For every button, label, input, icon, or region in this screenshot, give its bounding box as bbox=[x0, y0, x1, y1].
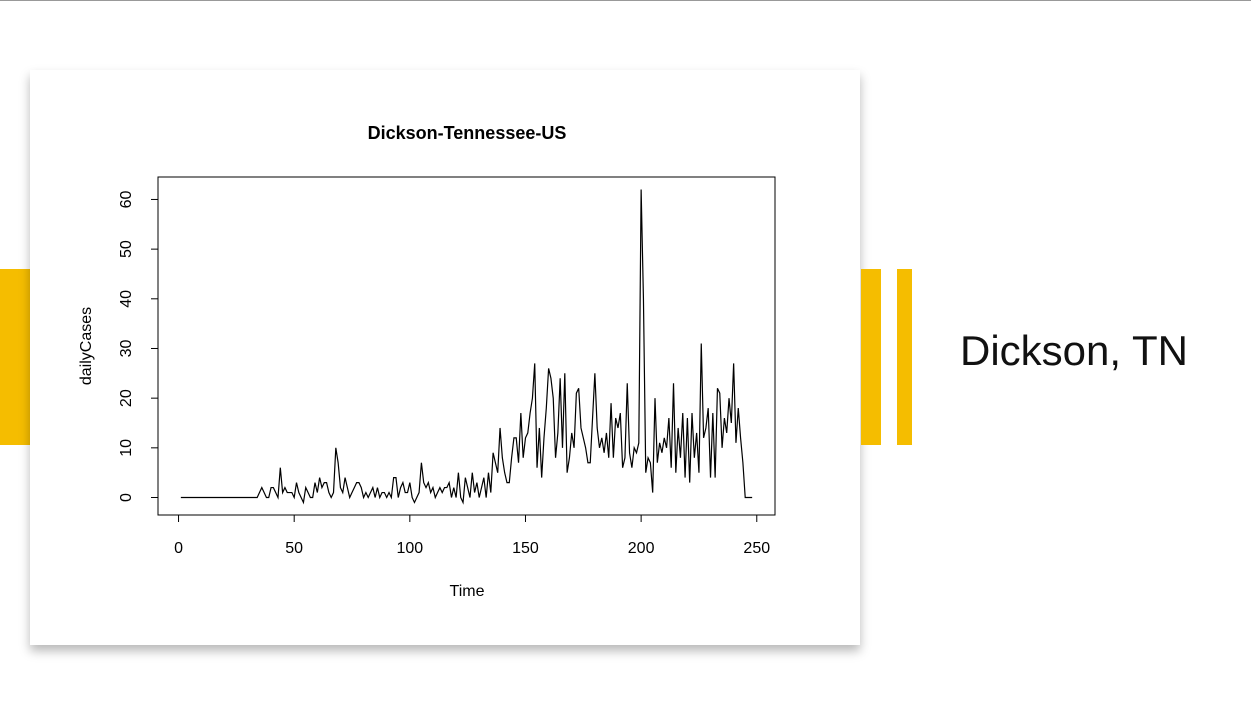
data-line bbox=[180, 189, 753, 505]
y-tick-label: 60 bbox=[118, 190, 135, 208]
x-tick-label: 150 bbox=[512, 540, 539, 557]
accent-bar bbox=[861, 269, 881, 445]
slide-title: Dickson, TN bbox=[960, 327, 1188, 374]
accent-bar bbox=[897, 269, 912, 445]
plot-frame bbox=[157, 176, 776, 516]
x-tick-label: 50 bbox=[285, 540, 303, 557]
y-tick-label: 40 bbox=[118, 290, 135, 308]
y-tick-label: 10 bbox=[118, 439, 135, 457]
y-tick-label: 50 bbox=[118, 240, 135, 258]
y-axis-label: dailyCases bbox=[78, 307, 95, 385]
top-rule bbox=[0, 0, 1251, 1]
x-tick-label: 100 bbox=[396, 540, 423, 557]
y-tick-label: 30 bbox=[118, 339, 135, 357]
x-tick-label: 250 bbox=[743, 540, 770, 557]
y-tick-label: 20 bbox=[118, 389, 135, 407]
x-tick-label: 200 bbox=[628, 540, 655, 557]
x-axis-label: Time bbox=[450, 583, 485, 600]
y-tick-label: 0 bbox=[118, 493, 135, 502]
chart-card bbox=[30, 70, 860, 645]
chart-title: Dickson-Tennessee-US bbox=[368, 123, 567, 143]
accent-bar bbox=[0, 269, 30, 445]
x-tick-label: 0 bbox=[174, 540, 183, 557]
